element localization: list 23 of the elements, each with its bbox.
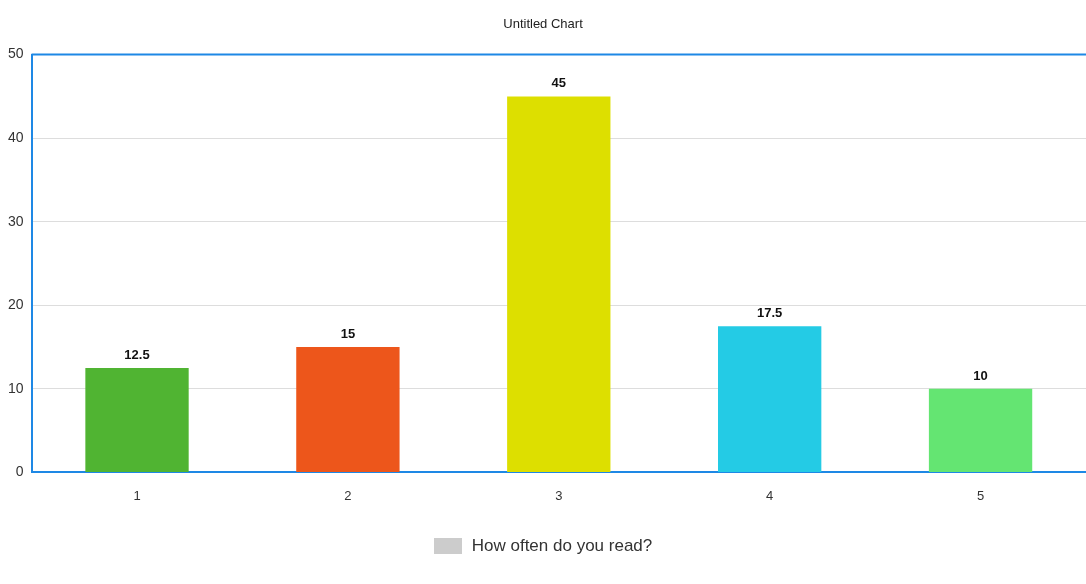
data-label: 10 xyxy=(973,367,988,383)
bar xyxy=(507,96,611,472)
data-label: 17.5 xyxy=(757,305,783,321)
bar xyxy=(85,367,189,472)
x-tick-label: 4 xyxy=(766,487,774,503)
bar xyxy=(718,326,822,472)
data-label: 15 xyxy=(340,326,356,342)
y-tick-label: 50 xyxy=(7,45,24,62)
y-tick-label: 0 xyxy=(15,463,24,480)
text: How often do you read? xyxy=(471,536,653,556)
bar xyxy=(928,388,1033,472)
y-tick-label: 30 xyxy=(7,212,24,229)
chart-title: Untitled Chart xyxy=(503,16,584,32)
y-tick-label: 20 xyxy=(7,296,24,313)
x-tick-label: 3 xyxy=(555,487,563,503)
data-label: 12.5 xyxy=(124,347,150,363)
x-tick-label: 2 xyxy=(344,487,352,503)
y-tick-label: 10 xyxy=(7,379,24,396)
y-tick-label: 40 xyxy=(7,129,24,146)
data-label: 45 xyxy=(551,75,567,91)
x-tick-label: 5 xyxy=(976,487,985,503)
bar xyxy=(296,347,400,472)
x-tick-label: 1 xyxy=(133,487,141,503)
